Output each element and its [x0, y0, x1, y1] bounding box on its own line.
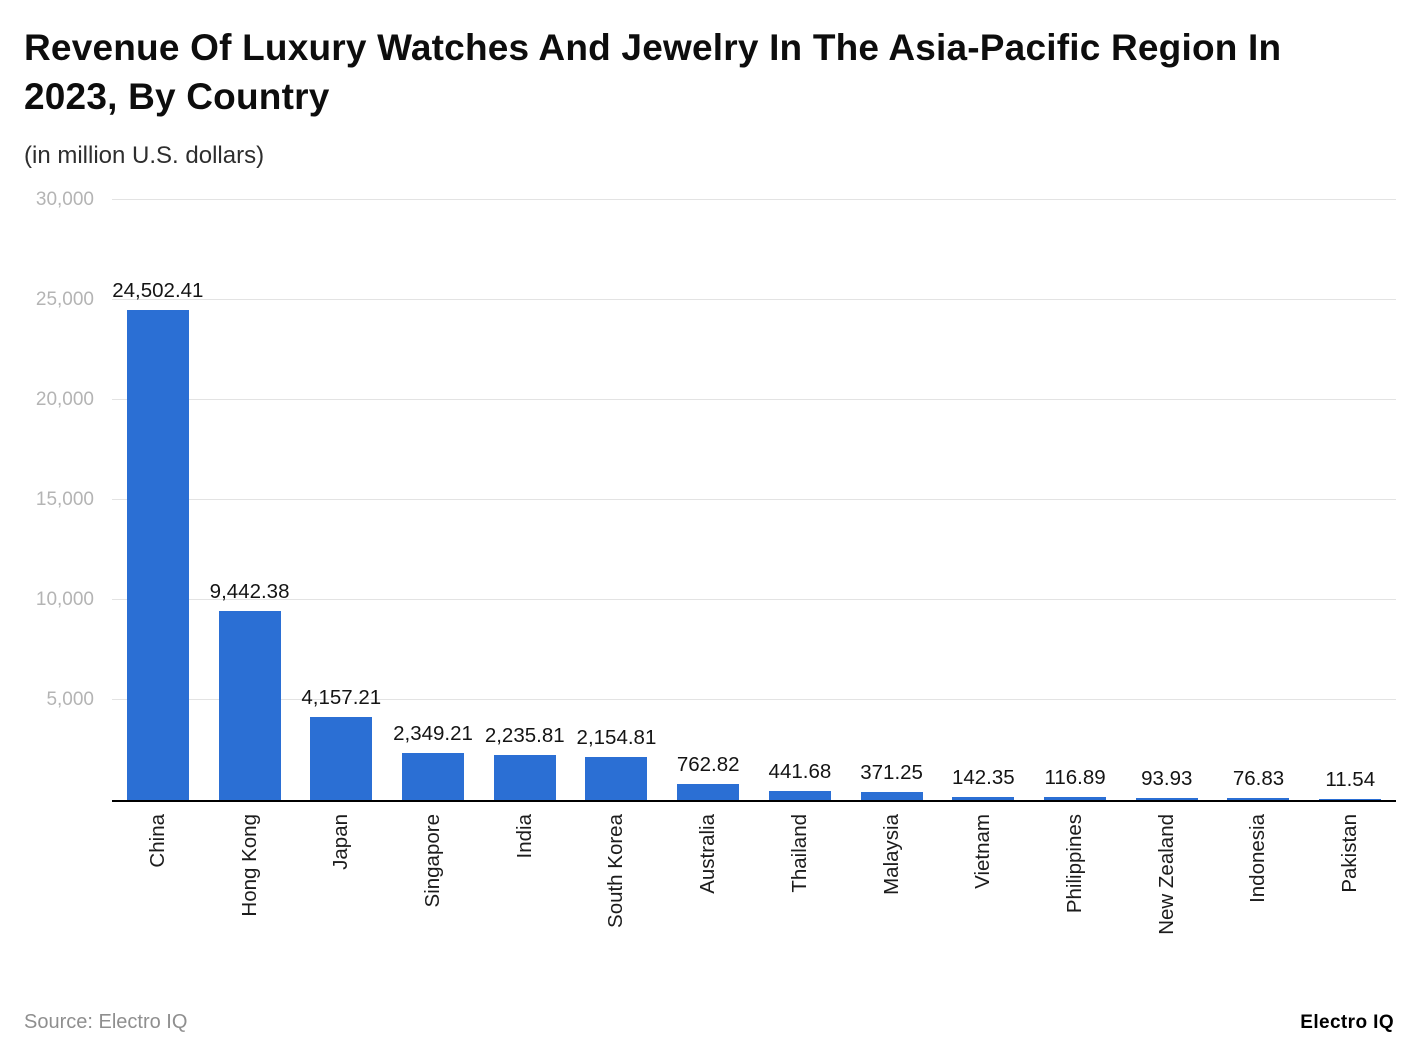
x-label-slot: China — [112, 814, 204, 984]
x-axis-label: Hong Kong — [237, 813, 261, 917]
x-label-slot: Thailand — [754, 814, 846, 984]
x-label-slot: Singapore — [387, 814, 479, 984]
source-label: Source: Electro IQ — [24, 1011, 188, 1033]
bar-malaysia — [860, 792, 923, 800]
bar-indonesia — [1227, 798, 1290, 800]
bar-value-label: 11.54 — [1325, 768, 1376, 792]
bar-column: 142.35 — [937, 200, 1029, 800]
y-tick-label: 30,000 — [35, 188, 94, 210]
y-tick-label: 15,000 — [35, 488, 94, 510]
bars-container: 24,502.41 9,442.38 4,157.21 2,349.21 2,235.8… — [112, 200, 1396, 800]
plot-area: 5,000 10,000 15,000 20,000 25,000 30,000 24,50… — [36, 189, 1396, 802]
chart-subtitle: (in million U.S. dollars) — [24, 141, 265, 169]
bar-value-label: 93.93 — [1141, 766, 1193, 790]
gridline — [112, 198, 1396, 200]
x-label-slot: India — [479, 814, 571, 984]
x-label-slot: Hong Kong — [204, 814, 296, 984]
x-label-slot: Australia — [662, 814, 754, 984]
bar-south-korea — [585, 756, 648, 800]
x-axis-labels: China Hong Kong Japan Singapore India South K… — [112, 802, 1396, 984]
y-tick-label: 20,000 — [35, 388, 94, 410]
bar-column: 93.93 — [1121, 200, 1213, 800]
gridline — [112, 598, 1396, 600]
bar-column: 9,442.38 — [204, 200, 296, 800]
bar-column: 4,157.21 — [295, 200, 387, 800]
y-tick-label: 25,000 — [35, 288, 94, 310]
x-axis-label: Japan — [329, 813, 353, 870]
x-axis-label: Philippines — [1063, 813, 1087, 913]
x-axis-label: Pakistan — [1338, 813, 1362, 893]
brand-logo: Electro IQ — [1300, 1012, 1394, 1033]
bar-value-label: 2,349.21 — [393, 721, 473, 745]
x-label-slot: Malaysia — [846, 814, 938, 984]
x-label-slot: South Korea — [571, 814, 663, 984]
bar-philippines — [1044, 797, 1107, 800]
bar-column: 116.89 — [1029, 200, 1121, 800]
bar-hong-kong — [218, 610, 281, 800]
chart-footer: Source: Electro IQ Electro IQ — [24, 1011, 1394, 1034]
bar-value-label: 142.35 — [951, 765, 1015, 789]
bar-chart: 5,000 10,000 15,000 20,000 25,000 30,000 24,50… — [0, 189, 1424, 984]
x-label-slot: New Zealand — [1121, 814, 1213, 984]
x-axis-label: Vietnam — [971, 813, 995, 889]
bar-value-label: 116.89 — [1044, 766, 1106, 790]
x-axis-label: South Korea — [604, 813, 628, 928]
x-axis-label: Singapore — [421, 813, 445, 908]
x-axis-label: Thailand — [787, 813, 811, 893]
bar-value-label: 76.83 — [1232, 767, 1285, 791]
gridline — [112, 498, 1396, 500]
y-tick-label: 5,000 — [46, 688, 94, 710]
x-axis-label: Indonesia — [1246, 813, 1270, 903]
bar-australia — [677, 784, 740, 800]
gridline — [112, 398, 1396, 400]
bar-column: 762.82 — [662, 200, 754, 800]
bar-singapore — [402, 752, 465, 800]
bar-value-label: 2,154.81 — [576, 725, 657, 749]
x-label-slot: Japan — [295, 814, 387, 984]
x-axis-label: China — [145, 813, 169, 868]
x-axis-label: New Zealand — [1154, 813, 1178, 935]
gridline — [112, 298, 1396, 300]
bar-value-label: 371.25 — [860, 761, 923, 785]
bar-thailand — [768, 790, 831, 800]
x-label-slot: Pakistan — [1304, 814, 1396, 984]
y-tick-label: 10,000 — [35, 588, 94, 610]
bar-column: 2,235.81 — [479, 200, 571, 800]
bar-india — [493, 754, 556, 800]
x-label-slot: Indonesia — [1213, 814, 1305, 984]
bar-value-label: 2,235.81 — [484, 723, 565, 747]
bar-column: 11.54 — [1304, 200, 1396, 800]
bar-value-label: 24,502.41 — [112, 278, 204, 302]
bar-value-label: 9,442.38 — [209, 579, 290, 603]
chart-title: Revenue Of Luxury Watches And Jewelry In… — [24, 27, 1282, 117]
x-label-slot: Vietnam — [937, 814, 1029, 984]
bar-value-label: 441.68 — [768, 759, 832, 783]
gridline — [112, 698, 1396, 700]
bar-column: 441.68 — [754, 200, 846, 800]
x-axis-label: Australia — [696, 813, 720, 894]
bar-column: 76.83 — [1213, 200, 1305, 800]
bar-china — [126, 309, 189, 800]
bar-column: 2,154.81 — [571, 200, 663, 800]
bar-new-zealand — [1135, 797, 1198, 800]
chart-header: Revenue Of Luxury Watches And Jewelry In… — [0, 0, 1424, 170]
bar-column: 2,349.21 — [387, 200, 479, 800]
bar-japan — [310, 716, 373, 800]
bar-value-label: 4,157.21 — [301, 685, 382, 709]
bar-vietnam — [952, 796, 1015, 800]
bar-value-label: 762.82 — [676, 753, 740, 777]
bar-column: 24,502.41 — [112, 200, 204, 800]
bar-column: 371.25 — [846, 200, 938, 800]
x-label-slot: Philippines — [1029, 814, 1121, 984]
x-axis-label: Malaysia — [879, 813, 903, 895]
x-axis-label: India — [512, 813, 536, 859]
